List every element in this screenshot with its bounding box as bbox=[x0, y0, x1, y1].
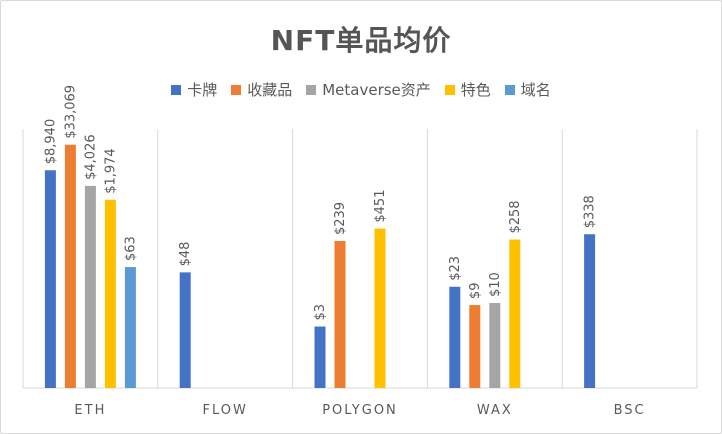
x-tick-label: ETH bbox=[74, 403, 106, 418]
data-label: $1,974 bbox=[103, 148, 118, 194]
data-label: $239 bbox=[333, 202, 348, 235]
x-tick-label: FLOW bbox=[203, 403, 248, 418]
bar bbox=[84, 185, 96, 388]
legend-swatch bbox=[444, 84, 455, 95]
legend-label: Metaverse资产 bbox=[322, 81, 431, 99]
chart-legend: 卡牌 收藏品 Metaverse资产 特色 域名 bbox=[1, 79, 721, 100]
legend-label: 收藏品 bbox=[247, 81, 293, 99]
data-label: $451 bbox=[373, 190, 388, 223]
legend-label: 卡牌 bbox=[187, 81, 218, 99]
data-label: $338 bbox=[583, 195, 598, 228]
chart-title: NFT单品均价 bbox=[270, 24, 452, 57]
bar bbox=[104, 199, 116, 388]
data-label: $10 bbox=[488, 272, 503, 297]
x-tick-label: POLYGON bbox=[322, 403, 398, 418]
legend-swatch bbox=[306, 84, 317, 95]
bar bbox=[314, 326, 326, 388]
bar bbox=[469, 305, 481, 388]
legend-label: 特色 bbox=[460, 81, 491, 99]
data-label: $23 bbox=[448, 256, 463, 281]
data-label: $48 bbox=[178, 242, 193, 267]
legend-item: 收藏品 bbox=[231, 79, 292, 100]
bar bbox=[374, 228, 386, 388]
legend-item: Metaverse资产 bbox=[306, 79, 431, 100]
bar bbox=[124, 267, 136, 388]
legend-item: 卡牌 bbox=[171, 79, 217, 100]
legend-item: 域名 bbox=[504, 79, 551, 100]
bar bbox=[489, 303, 501, 388]
legend-swatch bbox=[231, 84, 242, 95]
bar bbox=[449, 286, 461, 388]
legend-swatch bbox=[504, 84, 515, 95]
bar bbox=[44, 170, 56, 388]
bar bbox=[179, 272, 191, 388]
data-label: $8,940 bbox=[43, 119, 58, 165]
data-label: $63 bbox=[123, 236, 138, 261]
legend-label: 域名 bbox=[520, 81, 551, 99]
x-tick-label: WAX bbox=[477, 403, 513, 418]
data-label: $258 bbox=[508, 200, 523, 233]
legend-swatch bbox=[171, 84, 182, 95]
data-label: $33,069 bbox=[63, 85, 78, 139]
data-label: $9 bbox=[468, 283, 483, 300]
bar bbox=[64, 144, 76, 388]
x-tick-label: BSC bbox=[614, 403, 646, 418]
bar bbox=[509, 239, 521, 388]
legend-item: 特色 bbox=[444, 79, 491, 100]
bar bbox=[334, 241, 346, 388]
bar bbox=[584, 234, 596, 388]
data-label: $4,026 bbox=[83, 134, 98, 179]
data-label: $3 bbox=[313, 304, 328, 321]
